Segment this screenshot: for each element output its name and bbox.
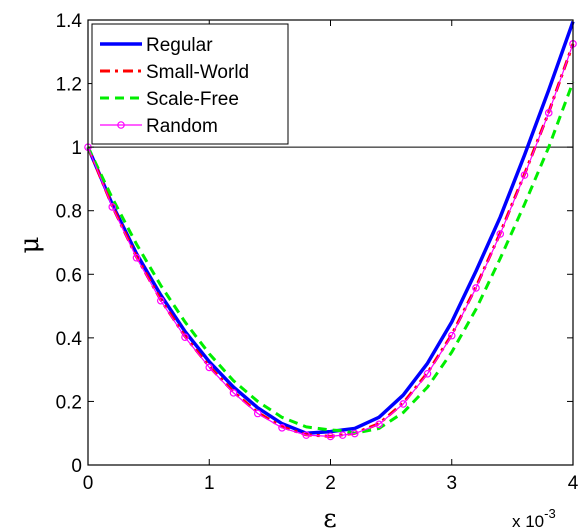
y-tick-label: 0 (71, 456, 82, 477)
legend-entry: Regular (100, 35, 213, 56)
legend-entry: Random (100, 116, 218, 137)
legend-entry: Small-World (100, 62, 249, 83)
y-axis-label: μ (15, 237, 45, 254)
series-line (87, 43, 574, 437)
legend-label: Small-World (146, 62, 249, 83)
y-tick-label: 1.4 (56, 11, 83, 32)
x-tick-label: 3 (446, 473, 457, 494)
x-tick-label: 0 (83, 473, 94, 494)
x-axis-label: ε (323, 504, 336, 530)
y-tick-label: 0.6 (56, 265, 82, 286)
data-point (472, 284, 480, 292)
data-point (132, 253, 141, 262)
data-point (229, 389, 238, 397)
y-tick-label: 0.2 (56, 392, 82, 413)
data-point (350, 429, 359, 438)
y-tick-label: 1.2 (56, 75, 82, 96)
data-point (544, 109, 553, 117)
legend-label: Scale-Free (146, 89, 239, 110)
x-tick-label: 2 (325, 473, 336, 494)
legend-label: Random (146, 116, 218, 137)
series-random (84, 40, 577, 441)
y-tick-label: 0.4 (56, 329, 83, 350)
legend-label: Regular (146, 35, 213, 56)
y-tick-label: 0.8 (56, 202, 82, 223)
data-point (278, 424, 286, 432)
data-point (302, 431, 311, 439)
data-point (156, 296, 165, 305)
data-point (205, 363, 214, 372)
legend: Regular Small-World Scale-Free Random (91, 23, 289, 145)
data-point (338, 431, 347, 439)
data-point (423, 369, 432, 378)
series-layer (84, 21, 577, 441)
data-point (496, 230, 505, 238)
data-point (520, 171, 529, 179)
axes-layer: 0 1 2 3 4 0 0.2 0.4 0.6 0.8 1 1.2 1.4 (56, 11, 579, 494)
x-tick-label: 1 (204, 473, 215, 494)
x-tick-label: 4 (568, 473, 579, 494)
x-multiplier-label: x 10-3 (512, 506, 556, 530)
data-point (399, 400, 408, 408)
legend-entry: Scale-Free (100, 89, 239, 110)
legend-marker (117, 121, 125, 129)
data-point (326, 432, 335, 441)
data-point (108, 203, 117, 211)
data-point (253, 409, 262, 418)
series-line (86, 81, 575, 435)
data-point (181, 333, 189, 342)
y-tick-label: 1 (71, 138, 82, 159)
data-point (447, 331, 456, 340)
series-scale-free (86, 81, 575, 435)
data-point (375, 420, 383, 429)
